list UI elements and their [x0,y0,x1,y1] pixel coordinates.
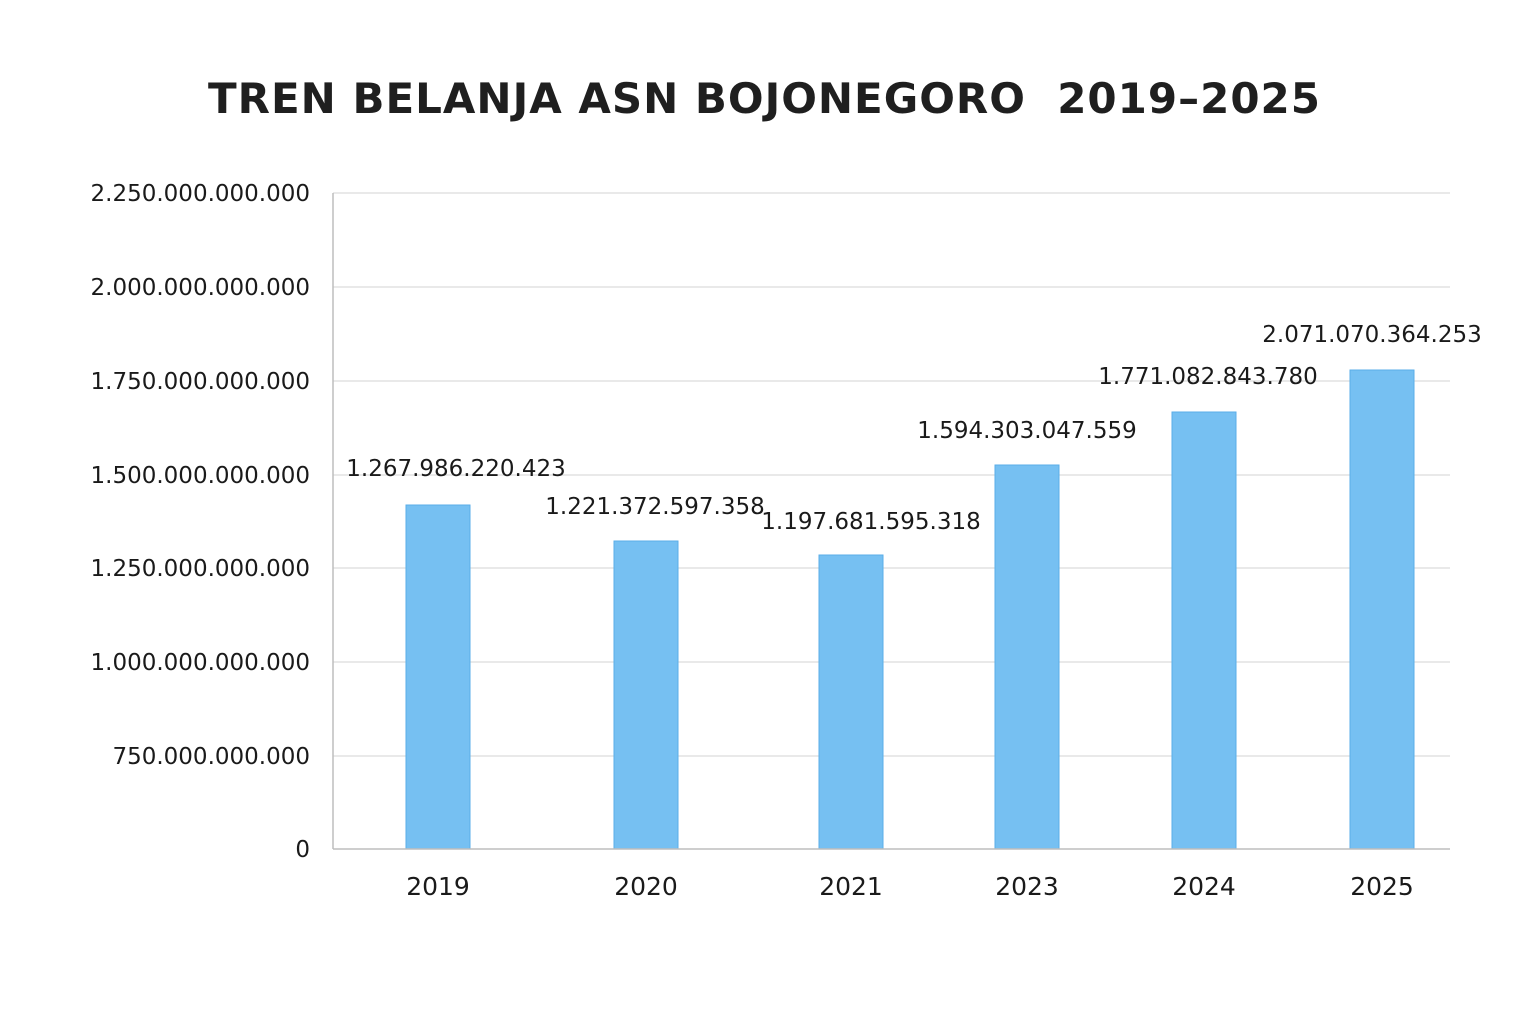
y-tick-label: 2.250.000.000.000 [91,181,310,207]
grid-lines [333,192,1450,757]
y-tick-label: 2.000.000.000.000 [91,275,310,301]
bars [405,369,1415,850]
value-label-2021: 1.197.681.595.318 [761,509,980,535]
x-tick-label-2019: 2019 [406,872,470,901]
y-tick-label: 1.750.000.000.000 [91,369,310,395]
y-tick-label: 1.500.000.000.000 [91,463,310,489]
x-tick-label-2024: 2024 [1172,872,1236,901]
labels: 0 750.000.000.000 1.000.000.000.000 1.250.0… [91,181,1482,901]
y-tick-label: 1.000.000.000.000 [91,650,310,676]
bar-2023 [994,464,1060,850]
y-tick-label: 750.000.000.000 [112,744,310,770]
y-tick-label: 0 [295,837,310,863]
bar-2019 [405,504,471,850]
axes [332,193,1450,850]
y-tick-label: 1.250.000.000.000 [91,556,310,582]
x-tick-label-2023: 2023 [995,872,1059,901]
bar-2020 [613,540,679,850]
value-label-2019: 1.267.986.220.423 [346,456,565,482]
x-tick-label-2025: 2025 [1350,872,1414,901]
bar-2025 [1349,369,1415,850]
value-label-2024: 1.771.082.843.780 [1098,364,1317,390]
bar-2021 [818,554,884,850]
x-tick-label-2021: 2021 [819,872,883,901]
bar-2024 [1171,411,1237,850]
value-label-2020: 1.221.372.597.358 [545,494,764,520]
chart-title: TREN BELANJA ASN BOJONEGORO 2019–2025 [208,74,1321,123]
value-label-2025: 2.071.070.364.253 [1262,322,1481,348]
x-tick-label-2020: 2020 [614,872,678,901]
value-label-2023: 1.594.303.047.559 [917,418,1136,444]
